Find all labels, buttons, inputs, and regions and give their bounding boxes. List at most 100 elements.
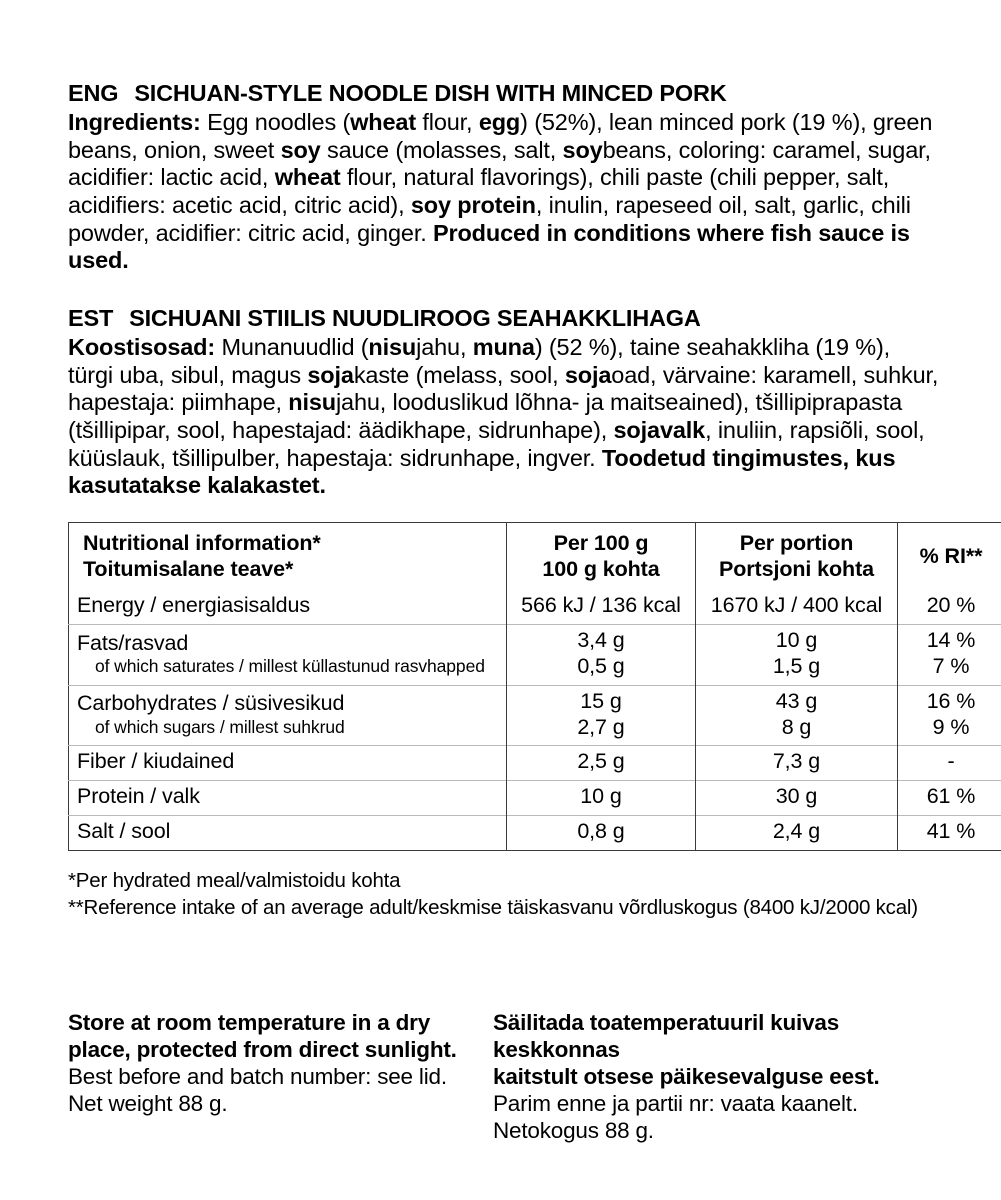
cell-per-portion: 7,3 g <box>695 745 898 781</box>
cell-nutrient-name: Salt / sool <box>68 814 507 851</box>
allergen-emphasis: sojavalk <box>613 416 706 443</box>
ingredient-text: beans, coloring: caramel, sugar, acidifi… <box>68 136 931 191</box>
cell-per-portion-subvalue: 8 g <box>781 714 812 739</box>
nutrient-subname: of which saturates / millest küllastunud… <box>95 656 485 677</box>
cell-per-100g-value: 0,8 g <box>577 818 625 843</box>
cell-per-100g: 15 g 2,7 g <box>506 684 696 746</box>
cell-per-portion: 2,4 g <box>695 814 898 851</box>
cell-per-100g: 10 g <box>506 780 696 816</box>
storage-column-english: Store at room temperature in a dry place… <box>68 1009 486 1144</box>
ingredient-text: , inuliin, rapsiõli, sool, küüslauk, tši… <box>68 416 925 471</box>
allergen-emphasis: soja <box>564 361 612 388</box>
cell-ri-value: 16 % <box>926 688 976 713</box>
header-per100g-et: 100 g kohta <box>542 556 660 581</box>
cell-ri-value: 20 % <box>926 593 976 618</box>
estonian-product-name: SICHUANI STIILIS NUUDLIROOG SEAHAKKLIHAG… <box>129 304 701 331</box>
cell-per-100g: 566 kJ / 136 kcal <box>506 590 696 625</box>
storage-en-bold-line1: Store at room temperature in a dry <box>68 1009 431 1035</box>
cell-per-100g-subvalue: 0,5 g <box>577 654 625 678</box>
table-row: Carbohydrates / süsivesikud of which suga… <box>68 684 1001 746</box>
header-name-et: Toitumisalane teave* <box>83 556 294 581</box>
ingredient-text: Munanuudlid ( <box>215 334 369 361</box>
cell-per-100g-value: 10 g <box>580 784 622 809</box>
nutrient-name: Fiber / kiudained <box>77 749 235 774</box>
allergen-emphasis: soy protein <box>410 192 536 219</box>
header-cell-per-portion: Per portion Portsjoni kohta <box>695 522 898 591</box>
table-row: Protein / valk 10 g 30 g 61 % <box>68 780 1001 816</box>
cell-nutrient-name: Carbohydrates / süsivesikud of which suga… <box>68 684 507 746</box>
estonian-ingredients-paragraph: Koostisosad: Munanuudlid (nisujahu, muna… <box>68 334 939 500</box>
storage-et-best-before: Parim enne ja partii nr: vaata kaanelt. <box>493 1090 858 1116</box>
cell-ri: 41 % <box>897 814 1001 851</box>
cell-per-portion-value: 43 g <box>775 688 818 713</box>
cell-per-portion-value: 10 g <box>775 628 818 653</box>
header-name-en: Nutritional information* <box>83 530 321 555</box>
allergen-emphasis: nisu <box>288 389 336 416</box>
cell-nutrient-name: Protein / valk <box>68 780 507 816</box>
header-per100g-en: Per 100 g <box>553 530 649 555</box>
storage-en-best-before: Best before and batch number: see lid. <box>68 1063 447 1089</box>
allergen-emphasis: Ingredients: <box>68 109 201 136</box>
cell-per-portion-subvalue: 1,5 g <box>772 654 821 678</box>
ingredient-text: jahu, looduslikud lõhna- ja maitseained)… <box>68 389 903 443</box>
allergen-emphasis: nisu <box>368 334 417 361</box>
table-row: Salt / sool 0,8 g 2,4 g 41 % <box>68 814 1001 851</box>
table-row: Fats/rasvad of which saturates / millest … <box>68 624 1001 686</box>
storage-column-estonian: Säilitada toatemperatuuril kuivas keskko… <box>493 1009 911 1144</box>
ingredient-text: Egg noodles ( <box>200 109 351 136</box>
ingredient-text: jahu, <box>416 334 473 361</box>
cell-per-100g-value: 566 kJ / 136 kcal <box>521 593 681 618</box>
nutrient-name: Fats/rasvad <box>77 630 189 655</box>
nutrition-table: Nutritional information* Toitumisalane t… <box>68 521 1001 851</box>
allergen-emphasis: egg <box>478 109 521 136</box>
header-cell-ri: % RI** <box>897 522 1001 591</box>
ingredient-text: kaste (melass, sool, <box>353 361 565 388</box>
cell-per-100g-value: 2,5 g <box>577 749 625 774</box>
footnote-single-asterisk: *Per hydrated meal/valmistoidu kohta <box>68 868 401 892</box>
allergen-emphasis: soy <box>280 136 321 163</box>
nutrient-subname: of which sugars / millest suhkrud <box>95 716 345 737</box>
cell-per-portion-value: 2,4 g <box>772 818 821 843</box>
cell-per-portion-value: 30 g <box>775 784 818 809</box>
allergen-emphasis: wheat <box>274 164 341 191</box>
english-product-heading: ENG SICHUAN-STYLE NOODLE DISH WITH MINCED… <box>68 80 939 107</box>
cell-per-100g: 2,5 g <box>506 745 696 781</box>
english-product-name: SICHUAN-STYLE NOODLE DISH WITH MINCED PO… <box>134 80 727 106</box>
ingredient-text: ) (52 %), taine seahakkliha (19 %), türg… <box>68 334 891 388</box>
cell-ri-value: 41 % <box>926 818 976 843</box>
ingredient-text: , inulin, rapeseed oil, salt, garlic, ch… <box>68 192 911 246</box>
cell-per-100g-value: 3,4 g <box>577 628 625 653</box>
storage-et-net-weight: Netokogus 88 g. <box>493 1117 654 1143</box>
ingredient-text: oad, värvaine: karamell, suhkur, hapesta… <box>68 361 939 416</box>
cell-per-100g-value: 15 g <box>580 688 622 713</box>
storage-instructions: Store at room temperature in a dry place… <box>68 1009 939 1144</box>
storage-et-bold-line2: kaitstult otsese päikesevalguse eest. <box>493 1063 880 1089</box>
allergen-emphasis: Produced in conditions where fish sauce … <box>68 219 910 274</box>
cell-ri-value: 61 % <box>926 784 976 809</box>
cell-per-portion-value: 7,3 g <box>772 749 821 774</box>
cell-per-100g: 3,4 g 0,5 g <box>506 624 696 686</box>
ingredient-text: sauce (molasses, salt, <box>320 136 563 163</box>
nutrient-name: Energy / energiasisaldus <box>77 593 311 618</box>
allergen-emphasis: muna <box>472 334 535 361</box>
ingredient-text: flour, <box>416 109 479 136</box>
allergen-emphasis: soja <box>307 361 354 388</box>
cell-ri: 16 % 9 % <box>897 684 1001 746</box>
footnote-double-asterisk: **Reference intake of an average adult/k… <box>68 895 918 919</box>
cell-per-100g-subvalue: 2,7 g <box>577 714 625 739</box>
allergen-emphasis: Toodetud tingimustes, kus kasutatakse ka… <box>68 444 896 499</box>
english-ingredients-paragraph: Ingredients: Egg noodles ( wheat flour, e… <box>68 109 939 275</box>
nutrient-name: Salt / sool <box>77 818 171 843</box>
cell-ri-subvalue: 7 % <box>932 654 970 678</box>
table-header-row: Nutritional information* Toitumisalane t… <box>69 522 1001 591</box>
table-row: Energy / energiasisaldus 566 kJ / 136 kca… <box>69 590 1001 625</box>
english-language-block: ENG SICHUAN-STYLE NOODLE DISH WITH MINCED… <box>68 80 939 275</box>
nutrition-table-head: Nutritional information* Toitumisalane t… <box>69 522 1001 591</box>
cell-per-portion: 30 g <box>695 780 898 816</box>
estonian-language-code: EST <box>68 304 114 331</box>
cell-nutrient-name: Energy / energiasisaldus <box>69 590 507 624</box>
estonian-language-block: EST SICHUANI STIILIS NUUDLIROOG SEAHAKKLI… <box>68 305 939 500</box>
cell-ri: 61 % <box>897 780 1001 816</box>
header-portion-en: Per portion <box>739 530 854 555</box>
